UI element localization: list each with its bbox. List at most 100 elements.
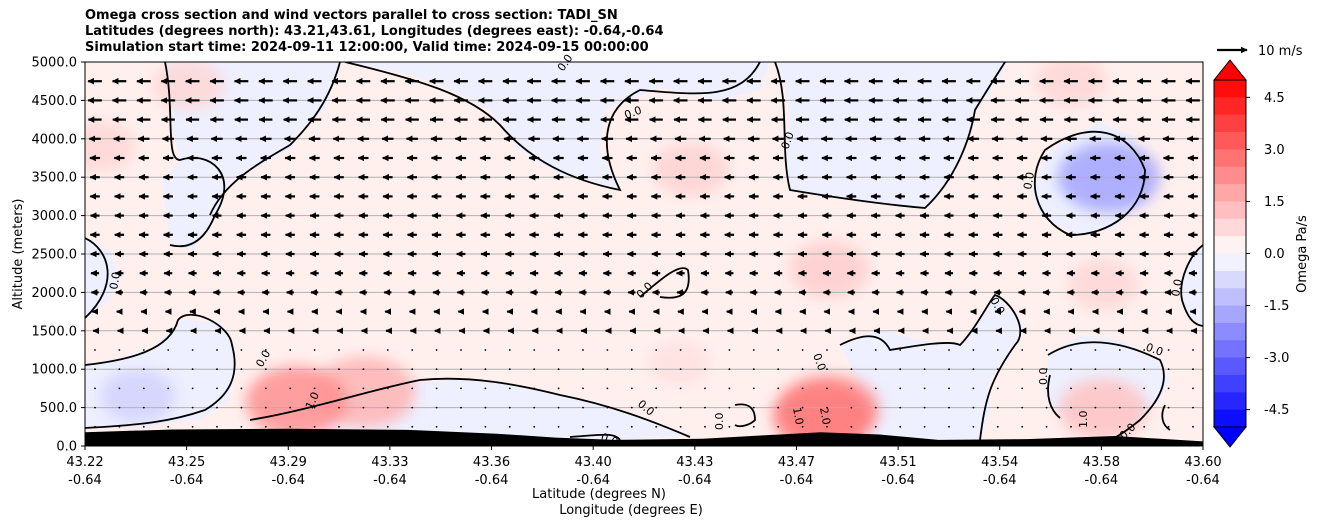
wind-vector: [167, 425, 170, 428]
wind-vector: [850, 368, 853, 371]
wind-vector: [996, 368, 999, 371]
contour-label: 1.0: [1077, 411, 1090, 429]
x-tick-label-latitude: 43.22: [66, 455, 103, 470]
wind-vector: [484, 387, 487, 390]
wind-vector: [362, 387, 365, 390]
wind-vector: [191, 368, 194, 371]
wind-vector: [1094, 425, 1097, 428]
contour-line: [209, 62, 341, 216]
wind-vector: [899, 368, 902, 371]
wind-vector: [264, 425, 267, 428]
wind-vector: [1118, 425, 1121, 428]
contour-label: 0.0: [779, 130, 797, 151]
wind-vector: [826, 387, 828, 390]
wind-vector: [1070, 425, 1072, 428]
y-axis-label: Altitude (meters): [11, 199, 26, 310]
x-tick-label-longitude: -0.64: [576, 473, 610, 488]
colorbar-band: [1214, 322, 1246, 341]
wind-vector: [264, 387, 267, 390]
wind-vector: [899, 425, 902, 428]
negative-region-left-edge: [85, 238, 120, 318]
x-tick-label-longitude: -0.64: [271, 473, 305, 488]
wind-vector: [826, 349, 828, 351]
wind-vector: [801, 406, 804, 409]
wind-vector: [289, 387, 292, 390]
contour-line: [1033, 130, 1146, 236]
contour-line: [734, 403, 756, 428]
wind-vector: [1143, 387, 1146, 390]
wind-vector: [264, 406, 267, 409]
wind-vector: [1070, 406, 1072, 409]
wind-vector: [1045, 368, 1048, 371]
wind-vector: [533, 349, 536, 351]
wind-vector: [142, 387, 145, 390]
wind-vector: [1094, 368, 1097, 371]
x-tick-label-latitude: 43.54: [981, 455, 1018, 470]
colorbar-extend-min: [1212, 426, 1248, 448]
wind-vector: [948, 425, 950, 428]
wind-vector: [338, 368, 340, 371]
contour-line: [639, 267, 690, 299]
wind-vector: [216, 368, 218, 371]
wind-vector: [899, 406, 902, 409]
wind-vector: [142, 406, 145, 409]
x-tick-label-longitude: -0.64: [1186, 473, 1220, 488]
wind-vector: [386, 387, 389, 390]
colorbar-band: [1214, 340, 1246, 358]
wind-vector: [508, 349, 511, 351]
wind-vector: [460, 406, 462, 409]
colorbar-ticks: -4.5 -3.0 -1.5 0.0 1.5 3.0 4.5: [1246, 91, 1289, 418]
contour-label: 0.0: [810, 352, 828, 373]
wind-vector: [411, 349, 414, 351]
chart-title-line-3: Simulation start time: 2024-09-11 12:00:…: [85, 40, 649, 55]
colorbar-band: [1214, 236, 1246, 254]
omega-blob: [789, 241, 870, 298]
wind-vector: [850, 406, 853, 409]
omega-blob: [100, 369, 176, 423]
wind-vector: [752, 425, 755, 428]
wind-vector: [460, 387, 462, 390]
wind-vector: [1021, 368, 1024, 371]
wind-vector: [557, 425, 560, 428]
colorbar-tick-label: 0.0: [1264, 247, 1285, 262]
wind-vector: [801, 425, 804, 428]
wind-vector: [264, 368, 267, 371]
wind-vector: [313, 368, 316, 371]
wind-vector: [142, 349, 145, 351]
wind-vector: [386, 349, 389, 351]
contour-label: 0.0: [713, 413, 726, 431]
colorbar-band: [1214, 253, 1246, 272]
chart-title-line-1: Omega cross section and wind vectors par…: [85, 8, 618, 23]
wind-vector: [1143, 425, 1146, 428]
contour-line: [1161, 404, 1171, 431]
wind-vector: [1094, 349, 1097, 351]
wind-vector: [777, 406, 780, 409]
wind-vector: [557, 368, 560, 371]
x-tick-label-longitude: -0.64: [983, 473, 1017, 488]
wind-vector: [704, 387, 706, 390]
y-tick-label: 5000.0: [32, 56, 78, 71]
chart-title-line-2: Latitudes (degrees north): 43.21,43.61, …: [85, 24, 664, 39]
negative-region-upper-mid: [345, 62, 770, 190]
wind-vector: [289, 406, 292, 409]
colorbar-label: Omega Pa/s: [1295, 215, 1310, 293]
wind-vector: [362, 349, 365, 351]
wind-vector: [484, 406, 487, 409]
wind-vector: [874, 349, 877, 351]
wind-vector: [1021, 425, 1024, 428]
y-tick-label: 0.0: [56, 440, 77, 455]
colorbar-band: [1214, 184, 1246, 202]
wind-vector: [728, 425, 731, 428]
colorbar-band: [1214, 114, 1246, 133]
wind-vector: [826, 406, 828, 409]
wind-vector: [1192, 387, 1194, 390]
wind-vector: [704, 349, 706, 351]
wind-vector: [460, 349, 462, 351]
terrain-silhouette: [85, 428, 1203, 446]
wind-vector: [826, 368, 828, 371]
colorbar-band: [1214, 80, 1246, 98]
wind-vector: [1021, 349, 1024, 351]
wind-vector: [411, 425, 414, 428]
wind-vector: [338, 406, 340, 409]
wind-vector: [850, 349, 853, 351]
